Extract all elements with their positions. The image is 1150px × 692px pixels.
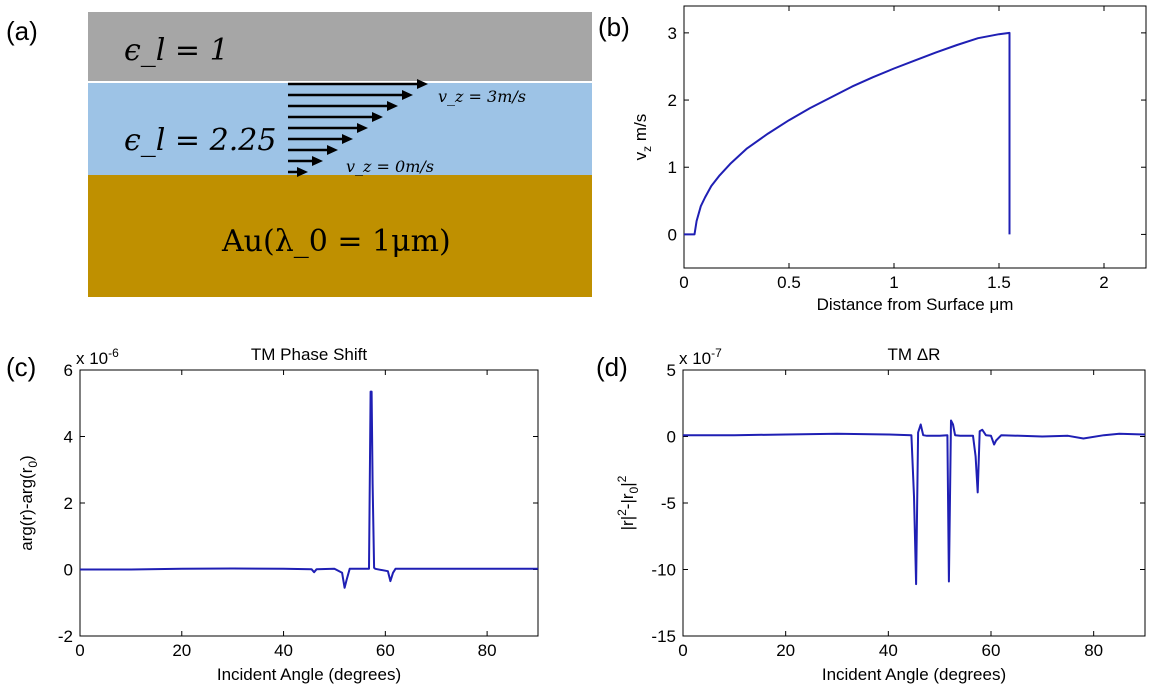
label-part: z (640, 146, 654, 152)
label-part: | (618, 482, 637, 486)
y-axis-label: |r|2​-|r0​|2​ (615, 475, 641, 530)
y-axis-label: arg(r)-arg(r0​) (17, 455, 40, 550)
y-axis-label: vz​ m/s (631, 114, 654, 161)
velocity-arrow-head (387, 101, 398, 111)
label-part: x 10 (76, 349, 108, 368)
vz-bottom-label: v_z = 0m/s (346, 157, 434, 176)
x-axis-label: Incident Angle (degrees) (217, 665, 401, 684)
data-line (683, 419, 1146, 586)
x-tick-label: 20 (172, 641, 191, 660)
x-tick-label: 60 (982, 641, 1001, 660)
axis-multiplier: x 10-7​ (679, 346, 722, 368)
velocity-arrow-head (327, 145, 338, 155)
label-part: ) (17, 455, 36, 461)
schematic-a: ϵ_l = 1 ϵ_l = 2.25 Au(λ_0 = 1μm) v_z = 3… (88, 12, 592, 297)
plot-frame (683, 5, 1147, 269)
x-tick-label: 1 (889, 273, 898, 292)
label-part: -6 (108, 346, 119, 360)
label-part: m/s (631, 114, 650, 146)
x-tick-label: 0.5 (777, 273, 801, 292)
y-tick-label: 6 (64, 361, 73, 380)
data-line (80, 390, 538, 589)
y-tick-label: 0 (64, 561, 73, 580)
x-tick-label: 60 (376, 641, 395, 660)
top-layer (88, 12, 592, 82)
velocity-arrow-head (402, 90, 413, 100)
label-part: 2 (615, 475, 629, 482)
y-tick-label: 0 (667, 428, 676, 447)
x-tick-label: 40 (274, 641, 293, 660)
x-tick-label: 0 (678, 641, 687, 660)
x-tick-label: 20 (776, 641, 795, 660)
label-part: arg(r)-arg(r (17, 467, 36, 550)
label-part: 0 (627, 486, 641, 493)
x-tick-label: 0 (679, 273, 688, 292)
label-part: 2 (615, 509, 629, 516)
velocity-arrow-head (417, 79, 428, 89)
label-part: v (631, 151, 650, 160)
top-layer-label: ϵ_l = 1 (124, 33, 229, 68)
x-tick-label: 80 (1084, 641, 1103, 660)
panel-label-c: (c) (6, 352, 37, 382)
x-tick-label: 80 (478, 641, 497, 660)
y-tick-label: 2 (64, 494, 73, 513)
plot-frame (79, 369, 539, 637)
bottom-layer (88, 175, 592, 297)
y-tick-label: -2 (58, 627, 73, 646)
velocity-arrow-head (357, 123, 368, 133)
x-tick-label: 1.5 (987, 273, 1011, 292)
data-line (684, 31, 1011, 236)
y-tick-label: 1 (668, 158, 677, 177)
chart-title: TM ΔR (888, 345, 941, 364)
y-tick-label: -10 (651, 561, 676, 580)
y-tick-label: 4 (64, 428, 73, 447)
axis-multiplier: x 10-6​ (76, 346, 119, 368)
y-tick-label: 2 (668, 91, 677, 110)
panel-label-b: (b) (598, 12, 630, 42)
y-tick-label: -15 (651, 627, 676, 646)
y-tick-label: 0 (668, 225, 677, 244)
y-tick-label: 5 (667, 361, 676, 380)
velocity-arrow-head (297, 167, 308, 177)
velocity-arrows (288, 79, 428, 177)
x-axis-label: Incident Angle (degrees) (822, 665, 1006, 684)
panel-label-a: (a) (6, 16, 38, 46)
x-tick-label: 40 (879, 641, 898, 660)
middle-layer-label: ϵ_l = 2.25 (124, 123, 276, 158)
label-part: x 10 (679, 349, 711, 368)
y-tick-label: 3 (668, 24, 677, 43)
x-axis-label: Distance from Surface μm (817, 295, 1014, 314)
velocity-arrow-head (312, 156, 323, 166)
label-part: 0 (26, 461, 40, 468)
velocity-arrow-head (372, 112, 383, 122)
label-part: |r| (618, 516, 637, 531)
bottom-layer-label: Au(λ_0 = 1μm) (221, 224, 451, 259)
label-part: -7 (711, 346, 722, 360)
velocity-arrow-head (342, 134, 353, 144)
x-tick-label: 0 (75, 641, 84, 660)
x-tick-label: 2 (1099, 273, 1108, 292)
chart-b: 0 0.5 1 1.5 2 0 1 2 3 Distance from Surface μm vz​… (631, 5, 1147, 314)
chart-title: TM Phase Shift (251, 345, 367, 364)
vz-top-label: v_z = 3m/s (438, 87, 526, 106)
panel-label-d: (d) (596, 352, 628, 382)
label-part: -|r (618, 493, 637, 509)
y-tick-label: -5 (661, 494, 676, 513)
